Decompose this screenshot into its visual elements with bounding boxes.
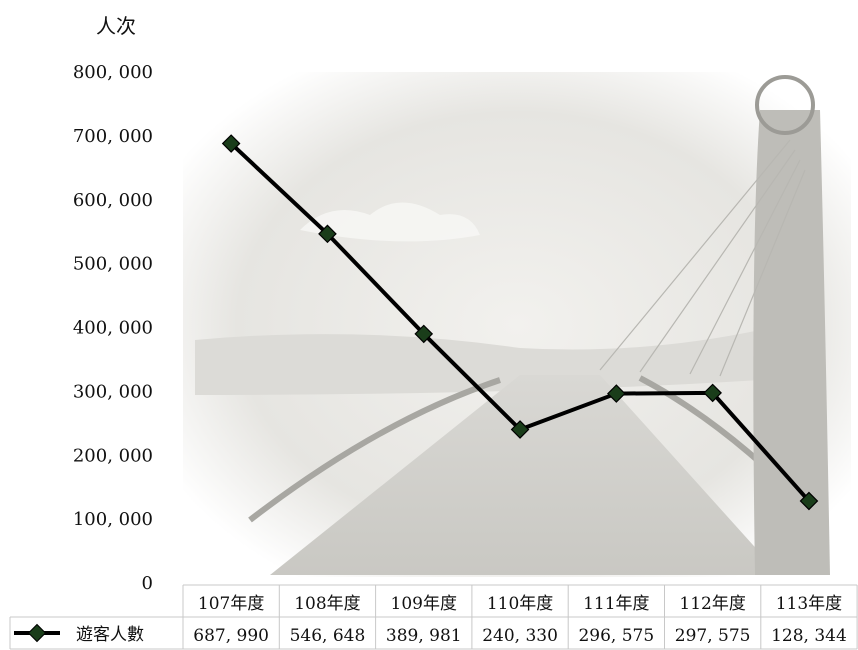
x-category-label: 110年度 <box>487 594 553 614</box>
data-table-categories: 107年度 108年度 109年度 110年度 111年度 112年度 113年度 <box>198 594 842 614</box>
x-category-label: 112年度 <box>679 594 745 614</box>
data-point <box>510 420 530 439</box>
data-value-label: 546, 648 <box>290 626 366 646</box>
data-value-label: 687, 990 <box>193 626 269 646</box>
series-markers <box>221 134 819 511</box>
y-tick-label: 500, 000 <box>73 254 153 275</box>
x-category-label: 108年度 <box>294 594 360 614</box>
data-value-label: 297, 575 <box>675 626 751 646</box>
x-category-label: 107年度 <box>198 594 264 614</box>
data-table-values: 687, 990 546, 648 389, 981 240, 330 296, 575… <box>193 626 847 646</box>
legend-marker <box>27 623 47 643</box>
data-point <box>799 491 819 511</box>
y-tick-label: 800, 000 <box>73 62 153 83</box>
y-tick-label: 100, 000 <box>73 509 153 530</box>
data-point <box>607 384 626 403</box>
legend-key: 遊客人數 <box>14 623 144 645</box>
y-tick-label: 700, 000 <box>73 126 153 147</box>
y-tick-label: 600, 000 <box>73 190 153 211</box>
y-axis-title: 人次 <box>96 14 136 38</box>
legend-series-name: 遊客人數 <box>76 625 144 645</box>
y-tick-label: 300, 000 <box>73 381 153 402</box>
data-value-label: 240, 330 <box>482 626 558 646</box>
data-point <box>414 324 434 344</box>
data-point <box>221 134 241 153</box>
sketch-background <box>183 72 851 577</box>
data-value-label: 296, 575 <box>578 626 654 646</box>
y-axis-labels: 0 100, 000 200, 000 300, 000 400, 000 500, 00… <box>73 62 153 594</box>
x-category-label: 113年度 <box>776 594 842 614</box>
data-value-label: 389, 981 <box>386 626 462 646</box>
data-point <box>318 224 337 244</box>
y-tick-label: 400, 000 <box>73 318 153 339</box>
x-category-label: 109年度 <box>391 594 457 614</box>
data-value-label: 128, 344 <box>771 626 847 646</box>
data-point <box>703 383 722 403</box>
y-tick-label: 200, 000 <box>73 445 153 466</box>
y-tick-label: 0 <box>142 573 153 594</box>
data-table-grid <box>9 584 858 650</box>
x-category-label: 111年度 <box>583 594 649 614</box>
